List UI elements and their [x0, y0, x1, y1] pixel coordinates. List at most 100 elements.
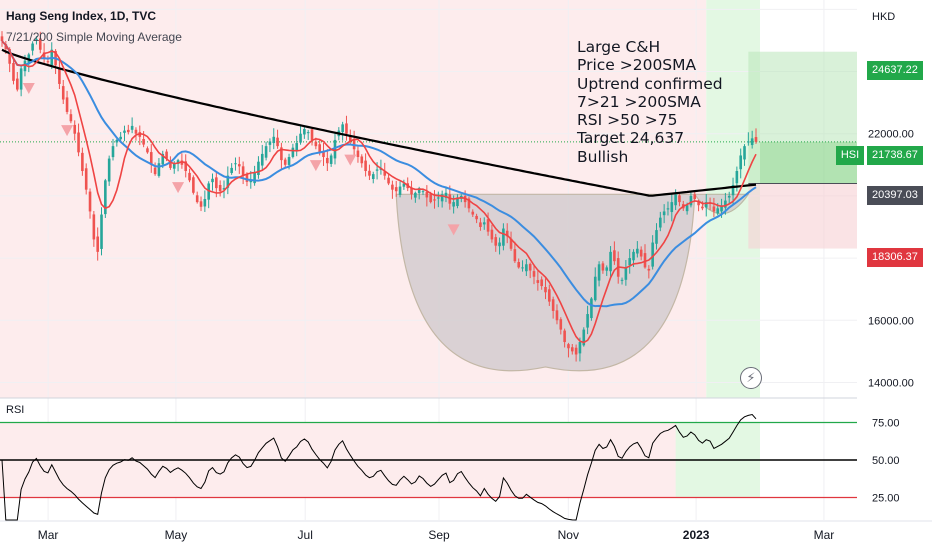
candle-body: [123, 130, 126, 133]
candle-body: [502, 228, 505, 246]
candle-body: [643, 253, 647, 268]
candle-body: [712, 206, 716, 212]
candle-body: [536, 280, 540, 283]
candle-body: [678, 195, 681, 203]
candle-body: [739, 155, 742, 170]
candle-body: [12, 63, 15, 81]
candle-body: [720, 205, 723, 212]
candle-body: [0, 36, 4, 42]
candle-body: [674, 194, 677, 206]
candle-body: [494, 237, 498, 246]
candle-body: [586, 314, 589, 328]
sell-signal-marker: [447, 224, 460, 236]
candle-body: [188, 172, 191, 181]
rsi-tick-label: 75.00: [872, 418, 900, 430]
candle-body: [92, 214, 96, 240]
candle-body: [391, 184, 394, 190]
candle-body: [119, 136, 122, 140]
candle-body: [203, 199, 207, 207]
candle-body: [65, 97, 69, 112]
candle-body: [685, 205, 689, 212]
candle-body: [655, 230, 658, 244]
candle-body: [383, 171, 387, 176]
candle-body: [115, 139, 119, 143]
candle-body: [521, 267, 524, 269]
candle-body: [540, 279, 543, 287]
rsi-series: [1, 413, 757, 521]
candle-body: [701, 206, 704, 209]
candle-body: [636, 248, 639, 254]
sell-signal-marker: [172, 182, 185, 194]
candle-body: [624, 267, 628, 280]
candle-body: [314, 141, 318, 147]
candle-body: [61, 86, 65, 100]
chart-title[interactable]: Hang Seng Index, 1D, TVC: [6, 9, 157, 23]
candle-body: [249, 180, 253, 183]
symbol-badge: HSI: [836, 146, 864, 165]
time-tick-label: 2023: [683, 528, 710, 542]
candle-body: [299, 133, 302, 143]
candle-body: [632, 251, 635, 261]
candle-body: [371, 174, 375, 180]
candle-body: [184, 161, 188, 172]
candle-body: [237, 164, 241, 167]
candle-body: [456, 197, 459, 207]
candle-body: [471, 211, 475, 215]
candle-body: [42, 52, 46, 60]
candle-body: [570, 347, 574, 352]
stop-price-badge: 18306.37: [867, 248, 923, 267]
note-line: Large C&H: [577, 38, 661, 56]
candle-body: [322, 151, 325, 158]
candle-body: [754, 137, 758, 142]
candle-body: [601, 263, 605, 271]
candle-body: [264, 146, 268, 158]
candle-body: [659, 217, 662, 228]
candle-body: [689, 195, 693, 206]
candle-body: [528, 263, 532, 271]
indicator-legend[interactable]: 7/21/200 Simple Moving Average: [6, 30, 182, 44]
candle-body: [475, 215, 478, 220]
candle-body: [348, 135, 352, 142]
candle-body: [356, 150, 360, 158]
candle-body: [394, 187, 398, 192]
candle-body: [597, 264, 601, 281]
sell-signal-marker: [309, 160, 322, 172]
candle-body: [651, 242, 654, 267]
candle-body: [444, 192, 448, 198]
note-line: Price >200SMA: [577, 56, 697, 75]
candle-body: [303, 129, 306, 135]
candle-body: [100, 214, 103, 249]
price-tick-label: 14000.00: [868, 377, 914, 389]
candle-body: [559, 319, 563, 330]
lightning-icon[interactable]: ⚡︎: [740, 367, 762, 389]
candle-body: [563, 330, 566, 343]
candle-body: [73, 124, 77, 134]
candle-body: [532, 271, 536, 277]
sell-signal-marker: [61, 125, 74, 137]
candle-body: [567, 344, 570, 349]
candle-body: [513, 249, 517, 262]
candle-body: [88, 191, 92, 212]
candle-body: [482, 222, 486, 225]
candle-body: [230, 167, 233, 174]
candle-body: [81, 152, 84, 172]
rsi-label[interactable]: RSI: [6, 404, 25, 416]
candle-body: [724, 200, 727, 208]
candle-body: [234, 163, 237, 165]
candle-body: [398, 186, 402, 195]
candle-body: [180, 160, 184, 165]
trade-note[interactable]: Large C&H Price >200SMA Uptrend confirme…: [577, 38, 723, 166]
target-price-badge: 24637.22: [867, 61, 923, 80]
candle-body: [578, 342, 582, 354]
candle-body: [605, 267, 609, 271]
candle-body: [735, 171, 739, 184]
candle-body: [479, 222, 482, 227]
candle-body: [199, 201, 203, 207]
candle-body: [440, 194, 444, 202]
candle-body: [704, 202, 708, 208]
note-line: RSI >50 >75: [577, 111, 678, 130]
candle-body: [257, 161, 260, 175]
candle-body: [590, 298, 593, 319]
candle-body: [410, 187, 413, 195]
